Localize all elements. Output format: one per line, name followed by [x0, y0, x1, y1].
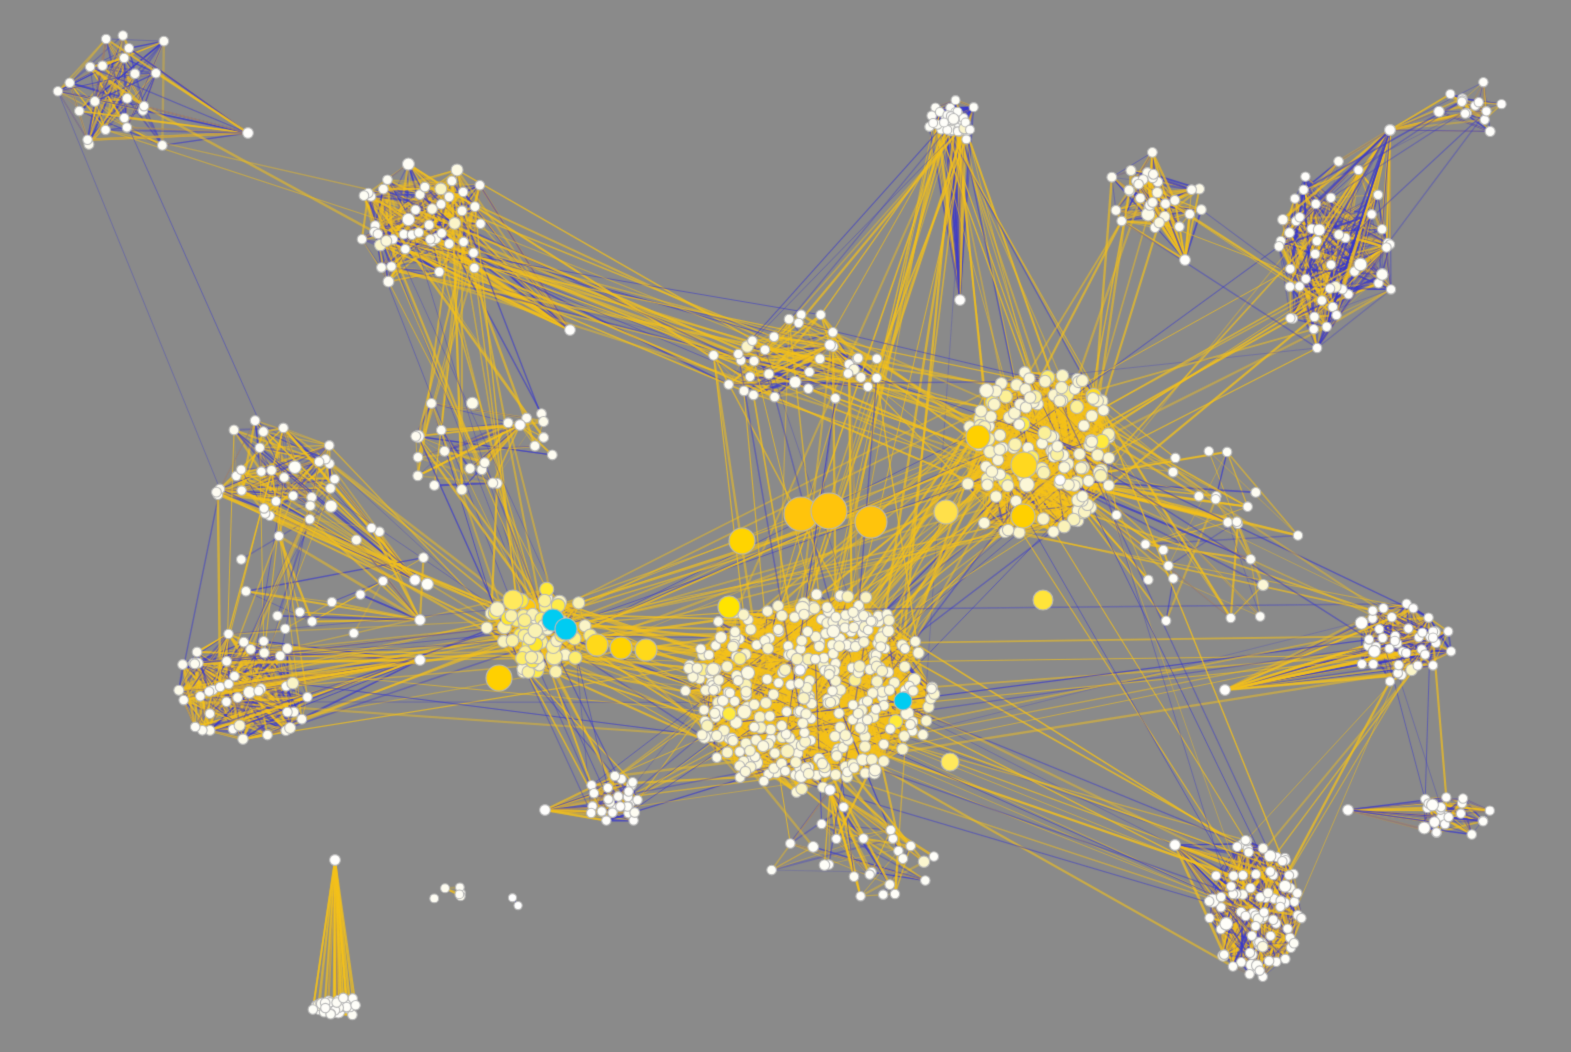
network-graph-view	[0, 0, 1571, 1052]
network-graph-canvas[interactable]	[0, 0, 1571, 1052]
